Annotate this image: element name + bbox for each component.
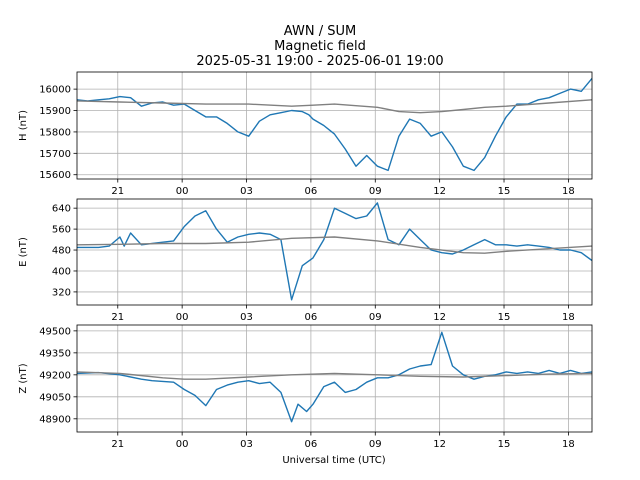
x-tick-label: 09 [369, 439, 382, 450]
baseline-series-line [77, 236, 592, 254]
x-tick-label: 18 [562, 186, 575, 197]
chart-title-line2: Magnetic field [274, 39, 366, 54]
x-tick-label: 06 [305, 439, 318, 450]
x-tick-label: 15 [498, 312, 511, 323]
x-tick-label: 15 [498, 439, 511, 450]
chart-title-line1: AWN / SUM [283, 24, 357, 39]
x-tick-label: 09 [369, 312, 382, 323]
y-tick-label: 640 [52, 204, 71, 215]
y-tick-label: 49500 [39, 326, 71, 337]
y-tick-label: 15700 [39, 149, 71, 160]
y-tick-label: 16000 [39, 85, 71, 96]
y-tick-label: 560 [52, 225, 71, 236]
x-tick-label: 15 [498, 186, 511, 197]
baseline-series-line [77, 371, 592, 380]
x-tick-label: 18 [562, 312, 575, 323]
panel-3: 21 00 03 06 09 12 15 18 48900 49050 49200 49350 4950… [18, 324, 593, 450]
data-series-line [77, 202, 592, 301]
x-axis-label: Universal time (UTC) [282, 455, 385, 466]
x-tick-label: 12 [433, 439, 446, 450]
x-tick-label: 09 [369, 186, 382, 197]
y-tick-label: 400 [52, 266, 71, 277]
panel-frame [76, 324, 593, 433]
baseline-series-line [77, 99, 592, 114]
x-tick-label: 21 [111, 312, 124, 323]
y-axis-label: Z (nT) [18, 363, 29, 393]
y-tick-label: 320 [52, 287, 71, 298]
y-axis-label: E (nT) [18, 237, 29, 267]
y-tick-label: 480 [52, 246, 71, 257]
x-tick-label: 21 [111, 439, 124, 450]
y-tick-label: 48900 [39, 414, 71, 425]
x-tick-label: 18 [562, 439, 575, 450]
x-tick-label: 00 [176, 439, 189, 450]
panel-frame [76, 71, 593, 180]
y-axis-label: H (nT) [18, 110, 29, 141]
y-tick-label: 49350 [39, 348, 71, 359]
x-tick-label: 21 [111, 186, 124, 197]
panel-frame [76, 198, 593, 306]
x-tick-label: 12 [433, 312, 446, 323]
x-tick-label: 03 [240, 312, 253, 323]
data-series-line [77, 331, 592, 423]
x-tick-label: 03 [240, 186, 253, 197]
x-tick-label: 00 [176, 312, 189, 323]
x-tick-label: 00 [176, 186, 189, 197]
x-tick-label: 06 [305, 186, 318, 197]
x-tick-label: 06 [305, 312, 318, 323]
y-tick-label: 49200 [39, 370, 71, 381]
chart-title-line3: 2025-05-31 19:00 - 2025-06-01 19:00 [196, 54, 444, 69]
y-tick-label: 15900 [39, 106, 71, 117]
panel-2: 21 00 03 06 09 12 15 18 320 400 480 560 640 E (nT) [18, 198, 593, 323]
panel-1: 21 00 03 06 09 12 15 18 15600 15700 15800 15900 1600… [18, 71, 593, 197]
y-tick-label: 49050 [39, 392, 71, 403]
x-tick-label: 12 [433, 186, 446, 197]
x-tick-label: 03 [240, 439, 253, 450]
y-tick-label: 15600 [39, 170, 71, 181]
y-tick-label: 15800 [39, 127, 71, 138]
data-series-line [77, 77, 592, 172]
